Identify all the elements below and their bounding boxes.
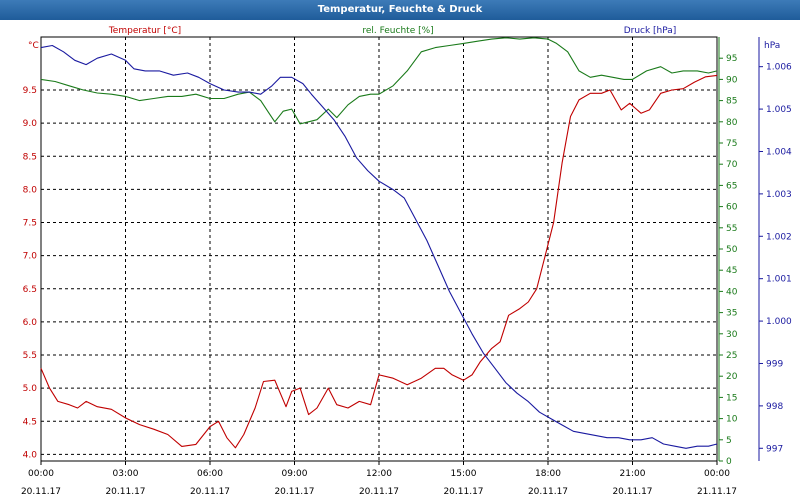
temperature-series-line: [40, 74, 718, 449]
humidity-tick-label: 10: [726, 415, 738, 425]
humidity-tick-label: 35: [726, 309, 737, 319]
temperature-tick-label: 4.0: [23, 450, 38, 460]
humidity-tick-label: 50: [726, 245, 738, 255]
humidity-tick-label: 65: [726, 181, 737, 191]
pressure-unit: hPa: [764, 41, 780, 51]
humidity-tick-label: 85: [726, 97, 737, 107]
humidity-tick-label: 40: [726, 287, 738, 297]
x-tick-time: 09:00: [282, 469, 308, 479]
x-tick-date: 20.11.17: [528, 487, 568, 497]
humidity-tick-label: 25: [726, 351, 737, 361]
humidity-tick-label: 45: [726, 266, 737, 276]
temperature-tick-label: 5.5: [23, 351, 37, 361]
humidity-tick-label: 20: [726, 372, 738, 382]
pressure-tick-label: 1.005: [766, 105, 792, 115]
pressure-tick-label: 997: [766, 444, 783, 454]
pressure-tick-label: 1.002: [766, 232, 792, 242]
humidity-tick-label: 90: [726, 75, 738, 85]
temperature-tick-label: 7.0: [23, 252, 38, 262]
x-tick-date: 20.11.17: [21, 487, 61, 497]
pressure-tick-label: 1.003: [766, 190, 792, 200]
x-tick-date: 20.11.17: [612, 487, 652, 497]
humidity-tick-label: 60: [726, 203, 738, 213]
pressure-series-line: [40, 44, 718, 449]
humidity-tick-label: 70: [726, 160, 738, 170]
series-lines: [40, 37, 718, 449]
temperature-tick-label: 9.0: [23, 119, 38, 129]
temperature-tick-label: 5.0: [23, 384, 38, 394]
pressure-tick-label: 1.001: [766, 275, 792, 285]
temperature-tick-label: 6.0: [23, 318, 38, 328]
temperature-tick-label: 9.5: [23, 86, 37, 96]
humidity-tick-label: 30: [726, 330, 738, 340]
temperature-tick-label: 6.5: [23, 285, 37, 295]
humidity-tick-label: 80: [726, 118, 738, 128]
x-tick-date: 20.11.17: [359, 487, 399, 497]
pressure-tick-label: 1.004: [766, 147, 792, 157]
x-tick-date: 20.11.17: [274, 487, 314, 497]
x-tick-time: 03:00: [113, 469, 139, 479]
humidity-tick-label: 55: [726, 224, 737, 234]
x-tick-date: 20.11.17: [443, 487, 483, 497]
temperature-tick-label: 8.5: [23, 152, 37, 162]
humidity-axis-title: rel. Feuchte [%]: [362, 26, 433, 36]
temperature-tick-label: 4.5: [23, 417, 37, 427]
x-tick-time: 21:00: [620, 469, 646, 479]
temperature-tick-label: 8.0: [23, 185, 38, 195]
humidity-series-line: [40, 37, 718, 125]
humidity-tick-label: 0: [726, 457, 732, 467]
x-tick-date: 20.11.17: [105, 487, 145, 497]
humidity-tick-label: 5: [726, 436, 732, 446]
x-tick-time: 06:00: [197, 469, 223, 479]
humidity-tick-label: 75: [726, 139, 737, 149]
x-tick-date: 20.11.17: [190, 487, 230, 497]
humidity-tick-label: 95: [726, 54, 737, 64]
window-title: Temperatur, Feuchte & Druck: [0, 0, 800, 20]
pressure-tick-label: 999: [766, 359, 783, 369]
x-tick-time: 15:00: [451, 469, 477, 479]
temperature-unit: °C: [28, 41, 39, 51]
x-tick-time: 00:00: [28, 469, 54, 479]
pressure-axis-title: Druck [hPa]: [624, 26, 677, 36]
x-tick-time: 12:00: [366, 469, 392, 479]
pressure-tick-label: 998: [766, 402, 783, 412]
grid-lines: [41, 37, 717, 461]
temperature-axis-title: Temperatur [°C]: [108, 26, 181, 36]
pressure-tick-label: 1.006: [766, 63, 792, 73]
humidity-tick-label: 15: [726, 393, 737, 403]
pressure-tick-label: 1.000: [766, 317, 792, 327]
x-tick-time: 18:00: [535, 469, 561, 479]
temperature-tick-label: 7.5: [23, 219, 37, 229]
x-tick-time: 00:00: [704, 469, 730, 479]
tick-labels: 00:00 20.11.17 03:00 20.11.17 06:00 20.11.17 0…: [21, 54, 792, 497]
x-tick-date: 21.11.17: [697, 487, 737, 497]
